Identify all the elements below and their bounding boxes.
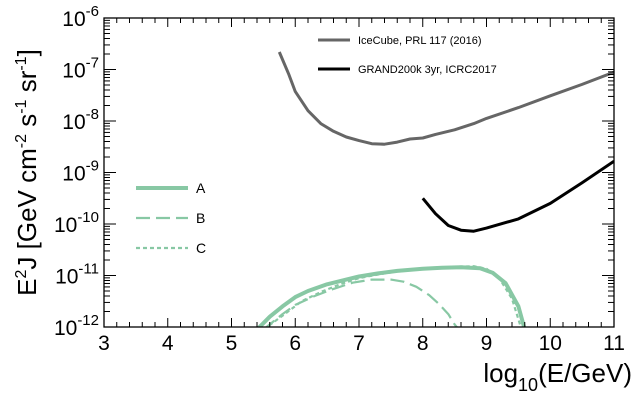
series-line-a (256, 265, 527, 327)
y-tick-label: 10-8 (62, 106, 99, 134)
series-line-c (265, 265, 522, 327)
series-line-grand200k (421, 159, 614, 233)
x-axis-title: log10(E/GeV) (483, 358, 632, 395)
y-tick-label: 10-10 (54, 209, 99, 237)
tick-labels-layer: 3 4 5 6 7 8 9 10 11 10-12 10-11 10-10 10-9 10-8 10-7 10… (54, 3, 625, 355)
x-tick-label: 4 (162, 332, 174, 355)
series-line-icecube (277, 51, 614, 146)
x-tick-label: 8 (417, 332, 429, 355)
y-tick-label: 10-6 (62, 3, 99, 31)
series-line-b (264, 278, 459, 327)
y-title-part: -2 (13, 134, 30, 148)
y-tick-label: 10-9 (62, 158, 99, 186)
y-title-part: sr (12, 70, 42, 99)
y-tick-label: 10-11 (55, 261, 99, 289)
x-tick-label: 7 (353, 332, 365, 355)
y-tick-label: 10-12 (54, 312, 99, 340)
y-title-part: -1 (13, 99, 30, 113)
x-tick-label: 9 (481, 332, 493, 355)
y-title-part: -1 (13, 56, 30, 70)
legends-layer: IceCube, PRL 117 (2016) GRAND200k 3yr, IC… (136, 35, 497, 256)
y-axis-title: E2J [GeV cm-2 s-1 sr-1] (12, 49, 42, 296)
y-title-part: s (12, 114, 42, 134)
y-title-part: J [GeV cm (12, 148, 42, 269)
y-tick-label: 10-7 (62, 55, 99, 83)
y-title-part: E (12, 278, 42, 295)
x-tick-label: 11 (603, 332, 625, 355)
legend-label: GRAND200k 3yr, ICRC2017 (358, 64, 497, 76)
x-tick-label: 3 (98, 332, 110, 355)
y-title-part: 2 (13, 269, 30, 278)
curves-layer (256, 51, 614, 327)
legend-label: B (196, 210, 205, 226)
x-tick-label: 10 (539, 332, 562, 355)
x-tick-label: 6 (289, 332, 301, 355)
legend-label: A (196, 180, 206, 196)
legend-label: IceCube, PRL 117 (2016) (358, 35, 482, 47)
y-title-part: ] (12, 49, 42, 56)
ticks-layer (103, 17, 615, 328)
x-tick-label: 5 (226, 332, 238, 355)
legend-label: C (196, 240, 206, 256)
